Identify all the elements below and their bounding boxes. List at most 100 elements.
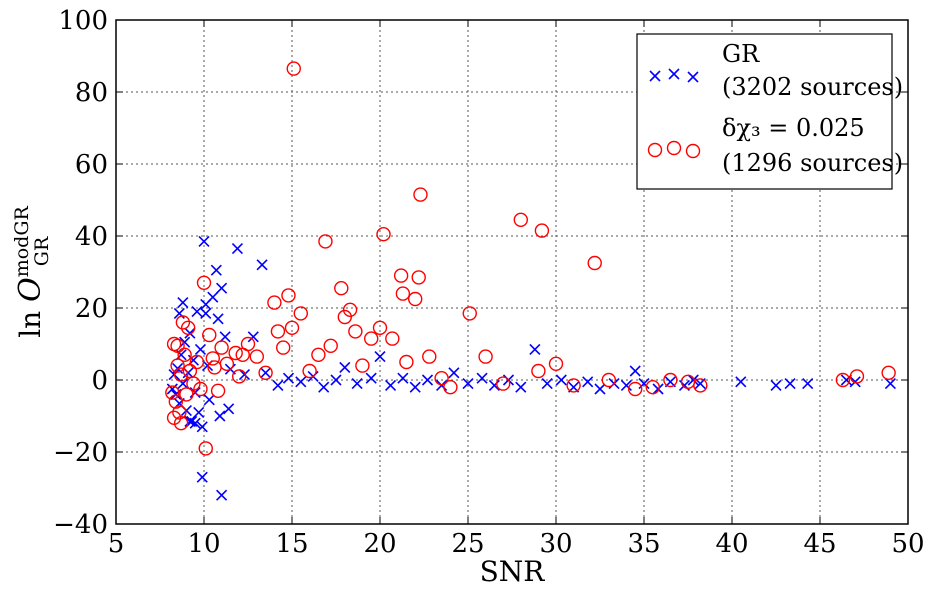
gr-point bbox=[629, 365, 641, 377]
gr-point bbox=[687, 374, 699, 386]
modgr-point bbox=[267, 295, 282, 310]
modgr-point bbox=[323, 338, 338, 353]
modgr-point bbox=[214, 340, 229, 355]
modgr-point bbox=[645, 380, 660, 395]
modgr-point bbox=[849, 369, 865, 384]
y-tick-label: 20 bbox=[75, 294, 108, 324]
modgr-point bbox=[372, 320, 388, 335]
modgr-point bbox=[376, 226, 391, 242]
modgr-point bbox=[286, 61, 301, 76]
gr-point bbox=[196, 471, 208, 483]
modgr-point bbox=[601, 372, 616, 388]
modgr-point bbox=[422, 349, 437, 364]
legend: GR (3202 sources) δχ₃ = 0.025 (1296 sour… bbox=[636, 33, 903, 190]
gr-point bbox=[189, 417, 201, 429]
gr-point bbox=[198, 235, 210, 247]
modgr-point bbox=[177, 347, 192, 362]
modgr-point bbox=[270, 324, 286, 339]
y-tick-label: 80 bbox=[75, 78, 108, 108]
gr-point bbox=[649, 70, 661, 82]
modgr-point bbox=[663, 372, 678, 388]
gr-point bbox=[272, 379, 284, 391]
modgr-point bbox=[180, 320, 196, 335]
modgr-point bbox=[478, 349, 493, 364]
gr-point bbox=[409, 381, 421, 393]
gr-point bbox=[216, 489, 228, 501]
x-tick-label: 15 bbox=[275, 529, 308, 559]
gr-point bbox=[802, 378, 814, 390]
gr-point bbox=[247, 331, 259, 343]
gr-point bbox=[231, 243, 244, 255]
modgr-point bbox=[566, 378, 581, 393]
gr-point bbox=[687, 71, 699, 83]
gr-point bbox=[282, 372, 295, 384]
gr-point bbox=[166, 383, 178, 395]
modgr-point bbox=[170, 338, 185, 353]
modgr-point bbox=[311, 347, 326, 362]
modgr-point bbox=[337, 309, 352, 325]
legend-markers-gr bbox=[649, 68, 699, 83]
gr-point bbox=[384, 379, 397, 391]
x-tick-label: 50 bbox=[891, 529, 924, 559]
legend-label-gr: GR bbox=[722, 40, 760, 68]
gr-point bbox=[735, 376, 747, 388]
modgr-point bbox=[172, 405, 187, 420]
modgr-point bbox=[219, 356, 235, 371]
gr-point bbox=[594, 383, 606, 395]
y-axis-label-ln: ln bbox=[14, 302, 47, 338]
modgr-point bbox=[348, 324, 363, 339]
gr-point bbox=[260, 367, 272, 379]
x-tick-label: 30 bbox=[539, 529, 572, 559]
plot-frame bbox=[115, 19, 909, 525]
modgr-point bbox=[284, 320, 300, 335]
modgr-point bbox=[628, 381, 643, 397]
modgr-point bbox=[258, 365, 273, 380]
modgr-point bbox=[462, 306, 477, 321]
modgr-point bbox=[647, 142, 663, 158]
gr-point bbox=[365, 372, 377, 384]
gr-point bbox=[448, 367, 460, 379]
y-axis-label-sub: GR bbox=[31, 236, 53, 266]
modgr-point bbox=[318, 234, 333, 249]
modgr-point bbox=[334, 281, 349, 296]
gr-point bbox=[620, 379, 632, 391]
x-tick-label: 20 bbox=[363, 529, 396, 559]
modgr-point bbox=[293, 306, 308, 321]
gr-point bbox=[476, 372, 488, 384]
gr-point bbox=[351, 378, 363, 390]
data-points bbox=[165, 61, 896, 501]
gr-point bbox=[223, 403, 235, 415]
gr-point bbox=[840, 374, 852, 386]
modgr-point bbox=[399, 354, 414, 370]
modgr-point bbox=[666, 140, 682, 156]
gr-point bbox=[421, 374, 434, 386]
modgr-point bbox=[496, 376, 511, 391]
y-axis-label-o: O bbox=[13, 277, 48, 302]
gr-point bbox=[668, 68, 680, 80]
x-tick-label: 45 bbox=[803, 529, 836, 559]
gr-point bbox=[770, 379, 782, 391]
modgr-point bbox=[228, 345, 243, 361]
modgr-point bbox=[210, 383, 226, 398]
legend-markers-modgr bbox=[647, 140, 701, 159]
modgr-point bbox=[196, 275, 212, 290]
gr-point bbox=[210, 264, 222, 276]
modgr-point bbox=[531, 363, 546, 379]
x-axis-label: SNR bbox=[480, 555, 546, 588]
gr-point bbox=[318, 381, 330, 393]
modgr-point bbox=[443, 380, 458, 395]
gr-point bbox=[397, 372, 409, 384]
modgr-point bbox=[179, 387, 194, 402]
modgr-point bbox=[173, 367, 189, 382]
modgr-point bbox=[413, 187, 428, 202]
modgr-point bbox=[385, 331, 400, 346]
axis-ticks: 5 10 15 20 25 30 35 40 45 50 −40 −20 0 20 40 60 80 100 bbox=[53, 6, 924, 559]
gr-point bbox=[193, 406, 205, 418]
gr-point bbox=[652, 383, 664, 395]
gr-point bbox=[330, 374, 342, 386]
modgr-point bbox=[393, 268, 409, 283]
modgr-point bbox=[587, 255, 602, 271]
modgr-point bbox=[231, 369, 247, 384]
gr-point bbox=[177, 297, 189, 309]
y-tick-label: 100 bbox=[58, 6, 108, 36]
